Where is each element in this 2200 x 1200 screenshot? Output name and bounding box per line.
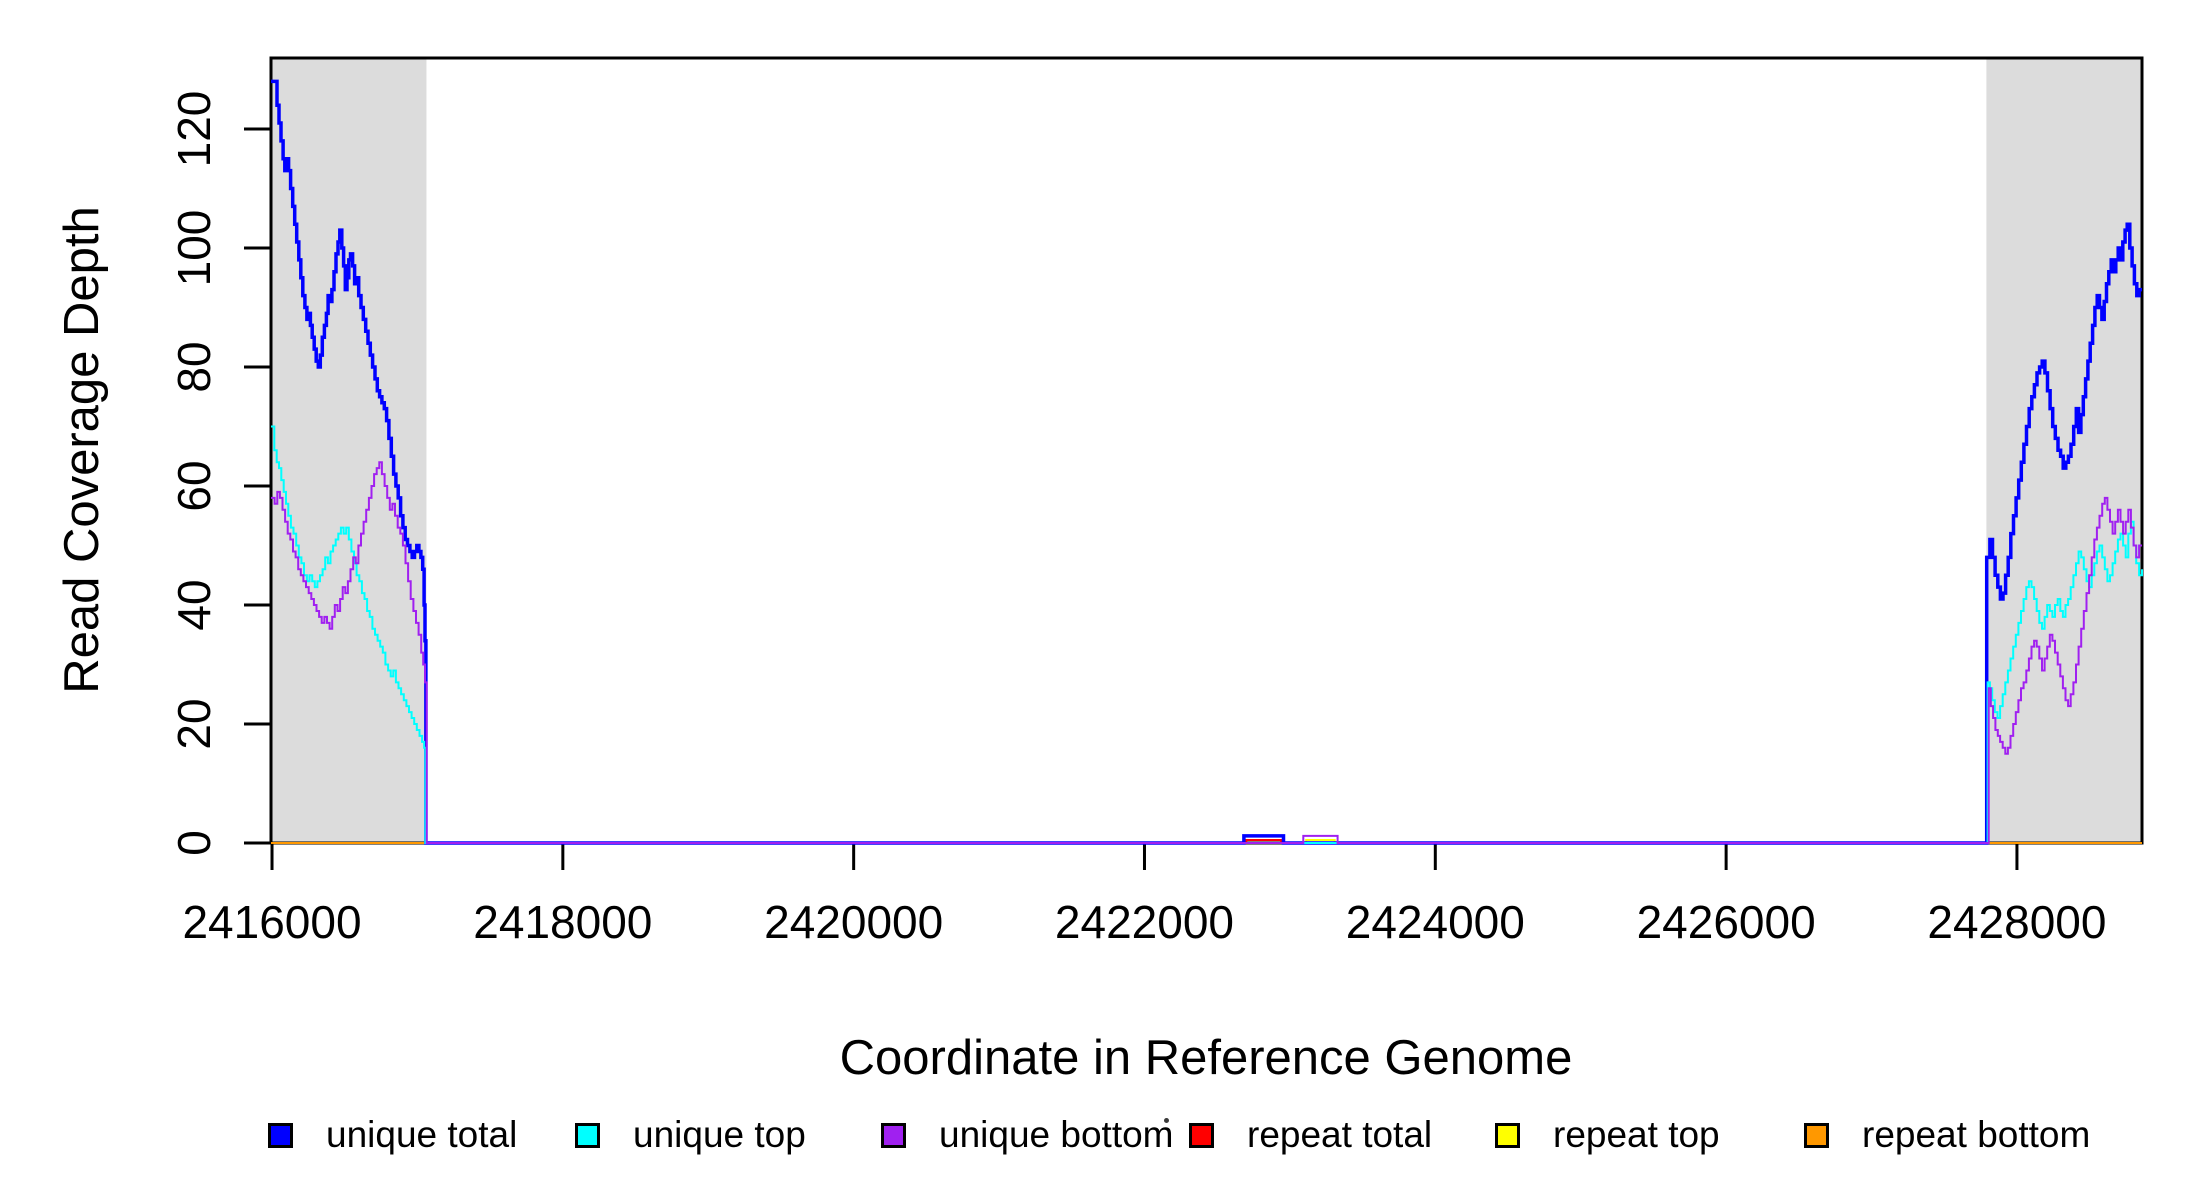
legend-label-unique-total: unique total xyxy=(326,1114,518,1155)
x-tick-label: 2426000 xyxy=(1637,896,1816,948)
x-tick-label: 2420000 xyxy=(764,896,943,948)
legend-item-repeat-top: repeat top xyxy=(1495,1114,1720,1155)
x-tick-label: 2428000 xyxy=(1927,896,2106,948)
legend-swatch-unique-total xyxy=(268,1122,293,1148)
y-tick-label: 40 xyxy=(168,579,220,630)
data-series xyxy=(271,79,2143,845)
plot-box xyxy=(269,56,2144,845)
y-tick-label: 100 xyxy=(168,210,220,287)
x-tick-label: 2418000 xyxy=(473,896,652,948)
axes: 2416000 2418000 2420000 2422000 2424000 24260… xyxy=(168,56,2144,948)
x-axis-title: Coordinate in Reference Genome xyxy=(840,1031,1573,1085)
legend-swatch-unique-top xyxy=(575,1122,600,1148)
y-axis-title: Read Coverage Depth xyxy=(55,206,109,694)
series-unique-total xyxy=(271,79,2142,845)
highlight-regions xyxy=(271,58,2142,843)
legend-swatch-repeat-total xyxy=(1189,1122,1214,1148)
legend-item-repeat-total: repeat total xyxy=(1189,1114,1432,1155)
repeat-region-left xyxy=(271,58,427,843)
legend-swatch-repeat-bottom xyxy=(1804,1122,1829,1148)
y-tick-label: 20 xyxy=(168,698,220,749)
legend-label-unique-top: unique top xyxy=(633,1114,806,1155)
legend-label-unique-bottom: unique bottom xyxy=(939,1114,1174,1155)
x-tick-label: 2416000 xyxy=(182,896,361,948)
repeat-region-right xyxy=(1986,58,2142,843)
y-tick-label: 60 xyxy=(168,460,220,511)
legend-swatch-unique-bottom xyxy=(881,1122,906,1148)
legend-item-unique-bottom: unique bottom xyxy=(881,1114,1174,1155)
stray-dot-artifact xyxy=(1164,1118,1169,1123)
legend-item-repeat-bottom: repeat bottom xyxy=(1804,1114,2090,1155)
legend-item-unique-total: unique total xyxy=(268,1114,517,1155)
y-tick-label: 120 xyxy=(168,91,220,168)
series-unique-bottom xyxy=(271,461,2142,844)
x-tick-label: 2424000 xyxy=(1346,896,1525,948)
y-tick-label: 80 xyxy=(168,341,220,392)
legend-label-repeat-top: repeat top xyxy=(1553,1114,1720,1155)
legend-label-repeat-bottom: repeat bottom xyxy=(1862,1114,2091,1155)
legend-swatch-repeat-top xyxy=(1495,1122,1520,1148)
y-tick-label: 0 xyxy=(168,830,220,856)
x-tick-label: 2422000 xyxy=(1055,896,1234,948)
legend-item-unique-top: unique top xyxy=(575,1114,806,1155)
legend-label-repeat-total: repeat total xyxy=(1247,1114,1433,1155)
series-unique-top xyxy=(271,425,2143,844)
